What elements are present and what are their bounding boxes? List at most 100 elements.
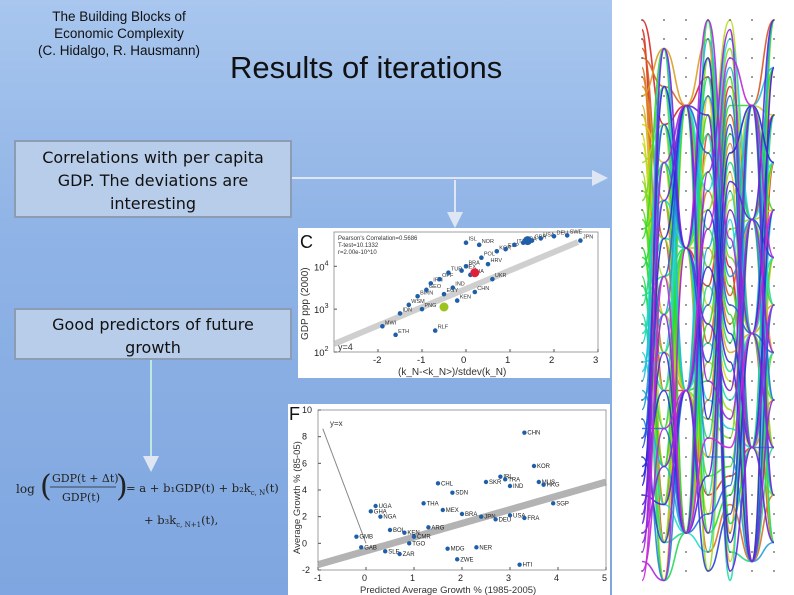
rank-node: [729, 209, 731, 211]
data-label: GHA: [374, 509, 387, 515]
data-label: NOR: [482, 239, 494, 245]
rank-node: [663, 171, 665, 173]
rank-node: [707, 209, 709, 211]
rank-node: [663, 494, 665, 496]
gdp-scatter-chart: C GDP ppp (2000) (k_N-<k_N>)/stdev(k_N) …: [300, 229, 599, 378]
x-tick-label: 2: [458, 573, 463, 583]
rank-node: [663, 57, 665, 59]
data-point: [368, 509, 373, 514]
correlations-callout: Correlations with per capita GDP. The de…: [14, 140, 292, 218]
rank-node: [641, 228, 643, 230]
rank-node: [751, 399, 753, 401]
rank-node: [663, 266, 665, 268]
data-label: IRL: [503, 475, 513, 481]
data-point: [397, 311, 403, 316]
rank-node: [773, 570, 775, 572]
rank-path: [641, 209, 775, 582]
rank-node: [707, 570, 709, 572]
rank-node: [641, 247, 643, 249]
rank-node: [751, 342, 753, 344]
rank-node: [751, 475, 753, 477]
y-tick-label: -2: [302, 565, 310, 575]
rank-node: [685, 342, 687, 344]
x-tick-label: 0: [362, 573, 367, 583]
rank-node: [773, 266, 775, 268]
data-label: BRA: [469, 260, 481, 266]
data-point: [536, 479, 541, 485]
rank-node: [641, 190, 643, 192]
rank-node: [751, 285, 753, 287]
rank-node: [773, 475, 775, 477]
formula-numerator: GDP(t + Δt): [52, 472, 119, 485]
y-tick-label: 104: [314, 260, 329, 273]
rank-node: [707, 266, 709, 268]
data-point: [463, 240, 469, 246]
rank-node: [751, 133, 753, 135]
rank-node: [663, 247, 665, 249]
rank-path: [641, 19, 775, 534]
data-label: CMR: [417, 535, 431, 541]
formula-log: log: [16, 482, 35, 496]
rank-node: [685, 171, 687, 173]
rank-path: [641, 104, 775, 572]
data-label: IDN: [403, 307, 413, 313]
rank-node: [707, 456, 709, 458]
rank-node: [685, 570, 687, 572]
x-tick-label: 4: [554, 573, 559, 583]
x-tick-label: 0: [461, 355, 466, 366]
data-label: HTI: [523, 563, 533, 569]
subtitle-line: (C. Hidalgo, R. Hausmann): [37, 43, 201, 58]
rank-node: [663, 133, 665, 135]
callout-line: GDP. The deviations are: [57, 171, 249, 190]
rank-node: [773, 342, 775, 344]
rank-node: [663, 437, 665, 439]
rank-node: [685, 190, 687, 192]
x-tick-label: -2: [373, 355, 381, 366]
rank-path: [641, 95, 775, 496]
rank-node: [707, 513, 709, 515]
x-tick-label: 1: [505, 355, 510, 366]
rank-node: [751, 38, 753, 40]
data-point: [454, 298, 460, 303]
rank-node: [773, 380, 775, 382]
rank-node: [707, 323, 709, 325]
gdp-correlation-panel: C GDP ppp (2000) (k_N-<k_N>)/stdev(k_N) …: [298, 228, 610, 378]
rank-node: [729, 513, 731, 515]
data-label: EGY: [447, 288, 459, 294]
data-label: CHN: [477, 286, 489, 292]
data-point: [541, 482, 546, 487]
rank-node: [685, 380, 687, 382]
y-tick-label: 10: [302, 405, 312, 415]
data-label: ARG: [431, 525, 444, 531]
rank-node: [641, 399, 643, 401]
rank-node: [773, 76, 775, 78]
rank-node: [751, 228, 753, 230]
rank-node: [663, 304, 665, 306]
x-tick-label: 1: [410, 573, 415, 583]
data-point: [428, 281, 434, 286]
rank-node: [707, 551, 709, 553]
rank-node: [685, 456, 687, 458]
data-label: WSM: [411, 299, 425, 305]
rank-node: [729, 475, 731, 477]
rank-node: [663, 19, 665, 21]
data-label: DEU: [499, 517, 512, 523]
data-point: [419, 306, 425, 312]
rank-node: [729, 57, 731, 59]
rank-node: [729, 551, 731, 553]
rank-node: [707, 228, 709, 230]
data-label: BIRN: [420, 290, 433, 296]
data-point: [378, 514, 383, 519]
data-label: OPF: [442, 273, 454, 279]
y-tick-exponent: 3: [325, 303, 329, 310]
growth-scatter-chart: F Average Growth % (85-05) Predicted Ave…: [289, 404, 607, 595]
data-label: THA: [427, 501, 439, 507]
data-label: ZAR: [403, 552, 416, 558]
data-label: SWE: [570, 229, 583, 235]
data-point: [522, 430, 527, 435]
rank-node: [663, 285, 665, 287]
data-point: [441, 291, 447, 297]
rank-node: [729, 76, 731, 78]
rank-node: [707, 76, 709, 78]
rank-path: [641, 19, 775, 563]
